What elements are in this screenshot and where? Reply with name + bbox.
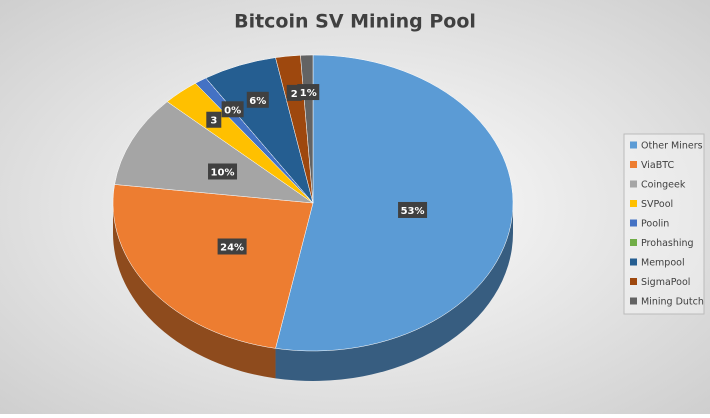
data-label: 0% bbox=[224, 105, 241, 116]
legend-label: Coingeek bbox=[641, 180, 686, 191]
legend-label: Poolin bbox=[641, 219, 669, 230]
legend-label: SVPool bbox=[641, 199, 673, 210]
slice-side bbox=[275, 203, 513, 381]
data-label: 2 bbox=[291, 89, 298, 100]
legend-label: Mining Dutch bbox=[641, 297, 704, 308]
data-label: 1% bbox=[300, 88, 317, 99]
legend-swatch bbox=[630, 219, 637, 227]
data-label-box bbox=[208, 163, 238, 180]
data-label-box bbox=[398, 201, 428, 218]
pie-slice bbox=[114, 101, 314, 204]
data-label-box bbox=[246, 91, 269, 108]
legend-swatch bbox=[630, 180, 637, 188]
legend-label: Mempool bbox=[641, 258, 685, 269]
legend-label: ViaBTC bbox=[641, 160, 675, 171]
slice-side bbox=[113, 203, 276, 379]
legend-label: SigmaPool bbox=[641, 277, 690, 288]
pie-slice bbox=[112, 184, 314, 349]
data-label: 24% bbox=[220, 242, 244, 253]
legend-box bbox=[623, 133, 705, 315]
legend-swatch bbox=[630, 258, 637, 266]
data-label-box bbox=[221, 101, 244, 118]
data-label-box bbox=[217, 238, 247, 255]
legend-label: Prohashing bbox=[641, 238, 694, 249]
legend-swatch bbox=[630, 239, 637, 246]
data-label: 6% bbox=[249, 96, 266, 107]
legend-swatch bbox=[630, 200, 637, 207]
data-label: 3 bbox=[210, 116, 217, 127]
data-label: 10% bbox=[211, 167, 235, 178]
pie-slice bbox=[275, 54, 514, 352]
legend-swatch bbox=[630, 278, 637, 285]
legend-swatch bbox=[630, 297, 637, 305]
legend-label: Other Miners bbox=[641, 141, 703, 152]
data-label-box bbox=[206, 111, 222, 128]
data-label: 53% bbox=[401, 206, 425, 217]
legend-swatch bbox=[630, 141, 637, 149]
chart-title: Bitcoin SV Mining Pool bbox=[234, 11, 476, 33]
legend-swatch bbox=[630, 161, 637, 168]
data-label-box bbox=[297, 84, 320, 101]
